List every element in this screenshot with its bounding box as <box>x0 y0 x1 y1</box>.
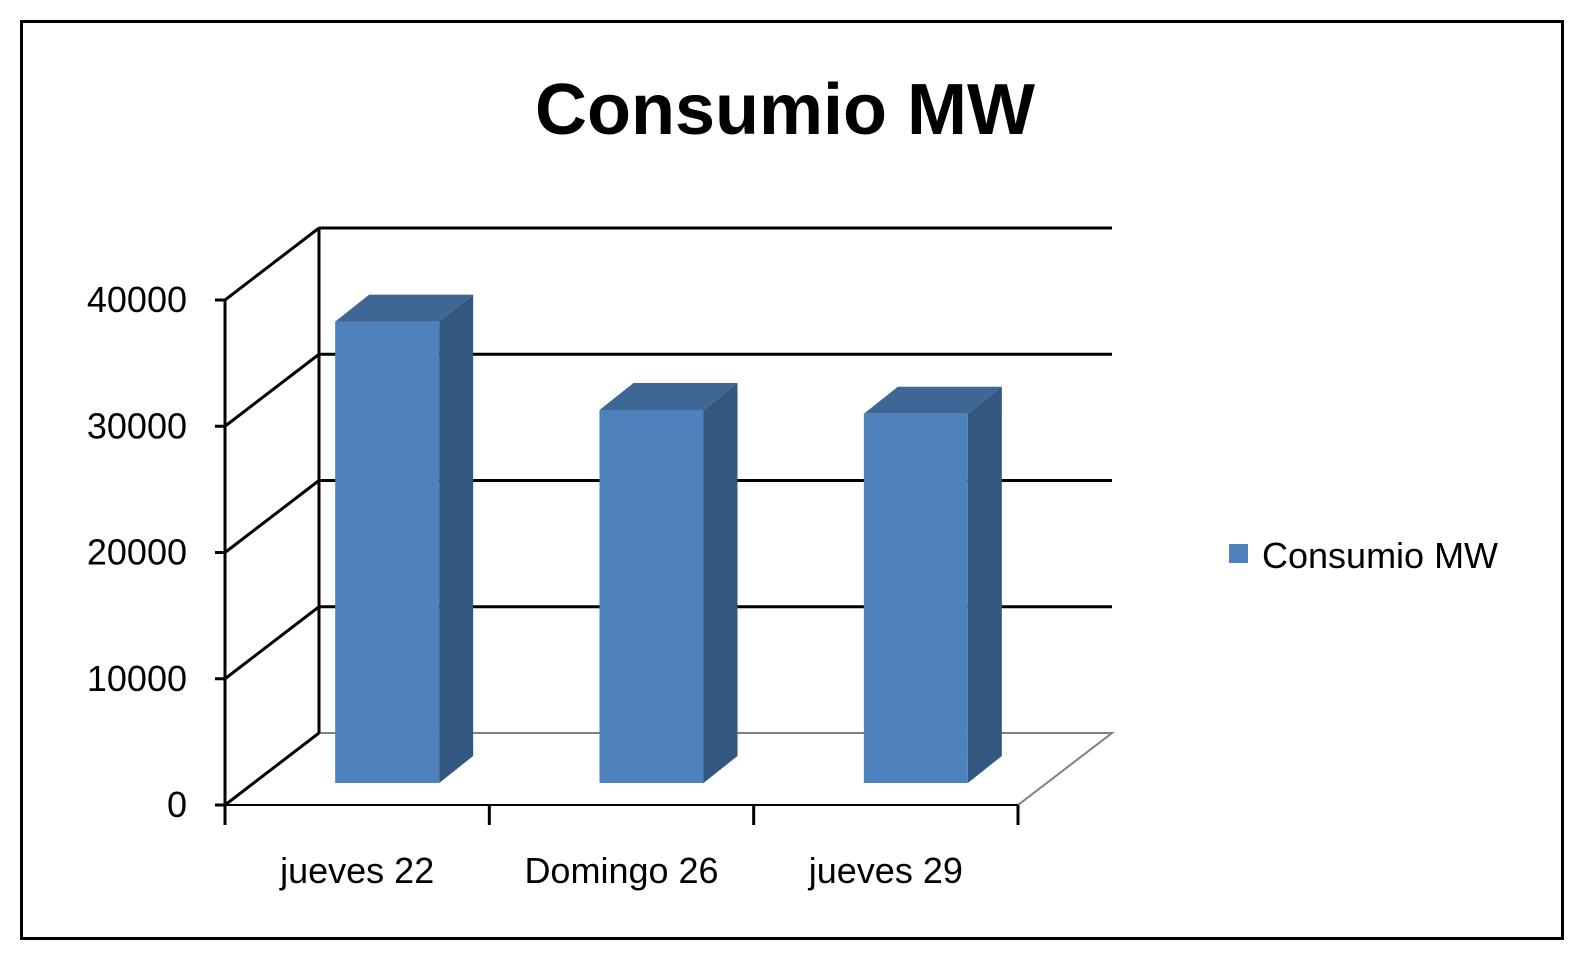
chart-title: Consumio MW <box>535 70 1035 150</box>
legend-label: Consumio MW <box>1262 535 1498 576</box>
bar <box>599 382 738 783</box>
x-tick-label: jueves 29 <box>808 850 963 891</box>
side-wall-gridline <box>224 226 320 302</box>
side-wall-gridline <box>224 731 320 807</box>
x-tick-label: Domingo 26 <box>524 850 718 891</box>
chart-labels: 0 10000 20000 30000 40000 jueves 22 Domingo 26… <box>87 279 963 891</box>
side-wall-gridline <box>224 605 320 680</box>
y-tick-label: 40000 <box>87 279 187 320</box>
bar-side <box>967 386 1002 783</box>
bar-top <box>863 386 1002 414</box>
bar-side <box>703 382 738 783</box>
bar-top <box>599 382 738 410</box>
y-tick-label: 10000 <box>87 658 187 699</box>
x-tick-label: jueves 22 <box>279 850 434 891</box>
y-tick-label: 0 <box>167 784 187 825</box>
bar-front <box>599 409 704 783</box>
bar-top <box>335 294 474 322</box>
legend-swatch <box>1229 544 1248 563</box>
bar-front <box>863 413 968 783</box>
chart-axes <box>215 298 1020 825</box>
y-tick-label: 30000 <box>87 405 187 446</box>
bar <box>863 386 1002 783</box>
side-wall-gridline <box>224 353 320 428</box>
side-wall-gridline <box>224 479 320 554</box>
y-tick-label: 20000 <box>87 532 187 573</box>
chart-legend: Consumio MW <box>1229 535 1498 576</box>
bar-front <box>335 321 440 783</box>
bar-side <box>439 294 474 783</box>
bar <box>335 294 474 783</box>
chart-bars <box>335 294 1002 783</box>
